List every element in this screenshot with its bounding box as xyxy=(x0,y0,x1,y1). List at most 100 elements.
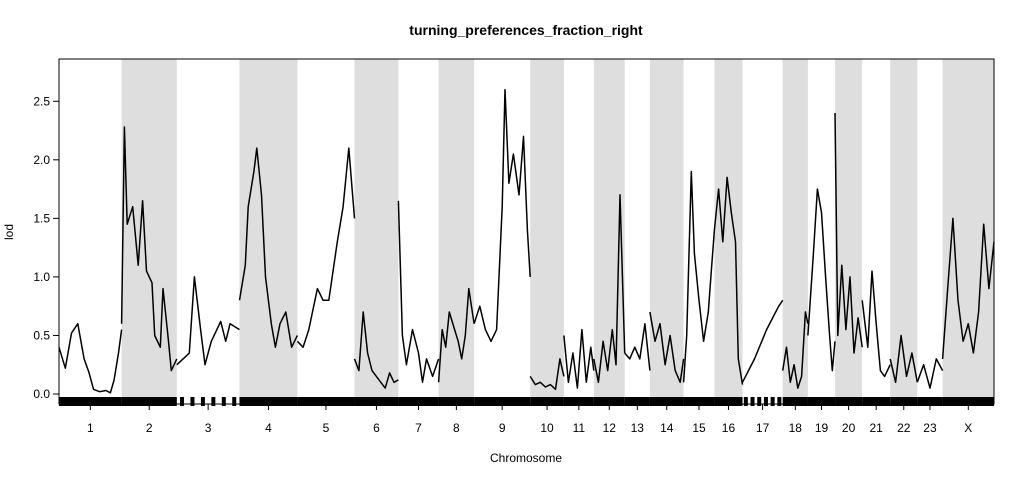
rug-tick xyxy=(221,397,226,406)
lod-line-chr-15 xyxy=(682,170,716,383)
x-tick-label-chr-3: 3 xyxy=(205,421,212,435)
rug-band-chr-5 xyxy=(297,397,355,406)
x-tick-label-chr-7: 7 xyxy=(415,421,422,435)
x-tick-label-chr-5: 5 xyxy=(323,421,330,435)
rug-band-chr-22 xyxy=(890,397,918,406)
shade-band-chr-10 xyxy=(530,59,564,404)
y-axis: 0.0 0.5 1.0 1.5 2.0 2.5 xyxy=(33,94,59,401)
rug-tick xyxy=(232,397,237,406)
chromosome-shading xyxy=(121,59,994,404)
x-axis-label: Chromosome xyxy=(490,451,562,465)
rug-band-chr-7 xyxy=(398,397,439,406)
rug-band-chr-14 xyxy=(649,397,684,406)
rug-tick xyxy=(770,397,775,406)
rug-tick xyxy=(750,397,755,406)
rug-band-chr-20 xyxy=(835,397,863,406)
rug-tick xyxy=(763,397,768,406)
lod-line-chr-18 xyxy=(781,311,809,389)
lod-line-chr-22 xyxy=(889,334,919,384)
x-tick-label-chr-6: 6 xyxy=(373,421,380,435)
rug-band-chr-23 xyxy=(917,397,943,406)
rug-band-chr-12 xyxy=(593,397,625,406)
lod-line-chr-13 xyxy=(624,322,651,371)
rug-band-chr-4 xyxy=(239,397,298,406)
y-tick-label: 1.0 xyxy=(33,270,50,284)
lod-line-chr-10 xyxy=(529,358,565,391)
lod-line-chr-9 xyxy=(473,88,531,343)
y-tick-label: 0.0 xyxy=(33,387,50,401)
shade-band-chr-22 xyxy=(890,59,918,404)
rug-tick xyxy=(211,397,216,406)
shade-band-chr-14 xyxy=(649,59,684,404)
rug-band-chr-11 xyxy=(563,397,594,406)
plot-frame xyxy=(58,58,995,405)
x-tick-label-chr-12: 12 xyxy=(603,421,617,435)
x-tick-label-chr-23: 23 xyxy=(923,421,937,435)
x-tick-label-chr-18: 18 xyxy=(789,421,803,435)
rug-tick xyxy=(190,397,195,406)
rug-band-chr-1 xyxy=(59,397,122,406)
x-tick-label-chr-2: 2 xyxy=(146,421,153,435)
rug-band-chr-19 xyxy=(807,397,836,406)
rug-band-chr-6 xyxy=(354,397,399,406)
shade-band-chr-6 xyxy=(354,59,399,404)
shade-band-chr-8 xyxy=(438,59,475,404)
shade-band-chr-4 xyxy=(239,59,298,404)
chart-title: turning_preferences_fraction_right xyxy=(409,22,643,38)
y-tick-label: 0.5 xyxy=(33,328,50,342)
lod-line-chr-23 xyxy=(916,358,944,389)
rug-tick xyxy=(743,397,748,406)
marker-rug xyxy=(59,397,994,406)
lod-line-chr-6 xyxy=(353,311,399,389)
lod-line-chr-12 xyxy=(593,194,626,384)
x-tick-label-chr-16: 16 xyxy=(722,421,736,435)
lod-line-chr-1 xyxy=(58,322,123,394)
x-tick-label-chr-11: 11 xyxy=(573,421,586,435)
shade-band-chr-X xyxy=(942,59,994,404)
lod-line-chr-11 xyxy=(563,328,595,389)
lod-line-chr-5 xyxy=(296,147,356,348)
x-tick-label-chr-17: 17 xyxy=(756,421,770,435)
x-tick-label-chr-1: 1 xyxy=(87,421,94,435)
x-tick-label-chr-19: 19 xyxy=(815,421,829,435)
y-axis-label: lod xyxy=(2,224,16,240)
rug-band-chr-18 xyxy=(782,397,808,406)
rug-band-chr-2 xyxy=(121,397,177,406)
rug-band-chr-10 xyxy=(530,397,564,406)
rug-tick xyxy=(180,397,185,406)
lod-line-chr-2 xyxy=(120,126,178,372)
lod-line-chr-20 xyxy=(834,112,863,354)
lod-line-chr-7 xyxy=(397,200,440,384)
x-tick-label-chr-14: 14 xyxy=(660,421,674,435)
lod-line-chr-19 xyxy=(807,188,836,372)
x-tick-label-chr-20: 20 xyxy=(842,421,856,435)
x-tick-label-chr-9: 9 xyxy=(499,421,506,435)
lod-line-chr-14 xyxy=(649,311,685,384)
rug-band-chr-8 xyxy=(438,397,475,406)
x-tick-label-chr-21: 21 xyxy=(870,421,884,435)
rug-band-chr-13 xyxy=(624,397,650,406)
lod-line-chr-4 xyxy=(238,147,299,348)
rug-tick xyxy=(777,397,782,406)
rug-band-chr-16 xyxy=(714,397,743,406)
x-tick-label-chr-10: 10 xyxy=(540,421,554,435)
x-tick-label-chr-X: X xyxy=(964,421,972,435)
rug-band-chr-21 xyxy=(862,397,891,406)
x-axis: 1 2 3 4 5 6 7 8 9 10 11 12 13 14 15 16 17 18 19 20 21 22 23 X xyxy=(87,404,972,435)
x-tick-label-chr-13: 13 xyxy=(631,421,645,435)
lod-line-chr-21 xyxy=(861,270,891,378)
rug-band-chr-9 xyxy=(474,397,531,406)
lod-line-chr-16 xyxy=(713,176,744,385)
rug-band-chr-15 xyxy=(683,397,715,406)
x-tick-label-chr-15: 15 xyxy=(692,421,706,435)
rug-tick xyxy=(757,397,762,406)
shade-band-chr-2 xyxy=(121,59,177,404)
x-tick-label-chr-22: 22 xyxy=(897,421,911,435)
x-tick-label-chr-8: 8 xyxy=(453,421,460,435)
lod-line-chr-X xyxy=(941,217,995,359)
rug-band-chr-X xyxy=(942,397,994,406)
x-tick-label-chr-4: 4 xyxy=(265,421,272,435)
lod-line-chr-8 xyxy=(437,287,475,383)
y-tick-label: 2.5 xyxy=(33,94,50,108)
